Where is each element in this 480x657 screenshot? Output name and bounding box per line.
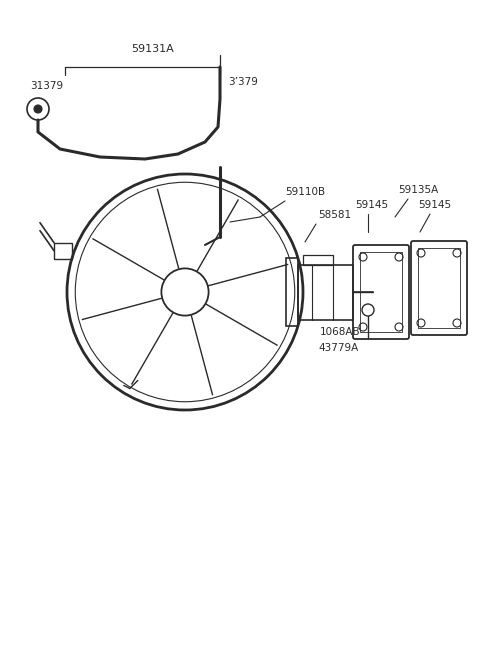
Circle shape [34,105,42,113]
Text: 58581: 58581 [318,210,351,220]
Text: 59145: 59145 [355,200,388,210]
Text: 59131A: 59131A [131,44,174,54]
Text: 31379: 31379 [30,81,63,91]
Text: 59135A: 59135A [398,185,438,195]
Text: 59110B: 59110B [285,187,325,197]
Text: 59145: 59145 [418,200,451,210]
Text: 43779A: 43779A [318,343,358,353]
Text: 1068AB: 1068AB [320,327,360,337]
Text: 3’379: 3’379 [228,77,258,87]
